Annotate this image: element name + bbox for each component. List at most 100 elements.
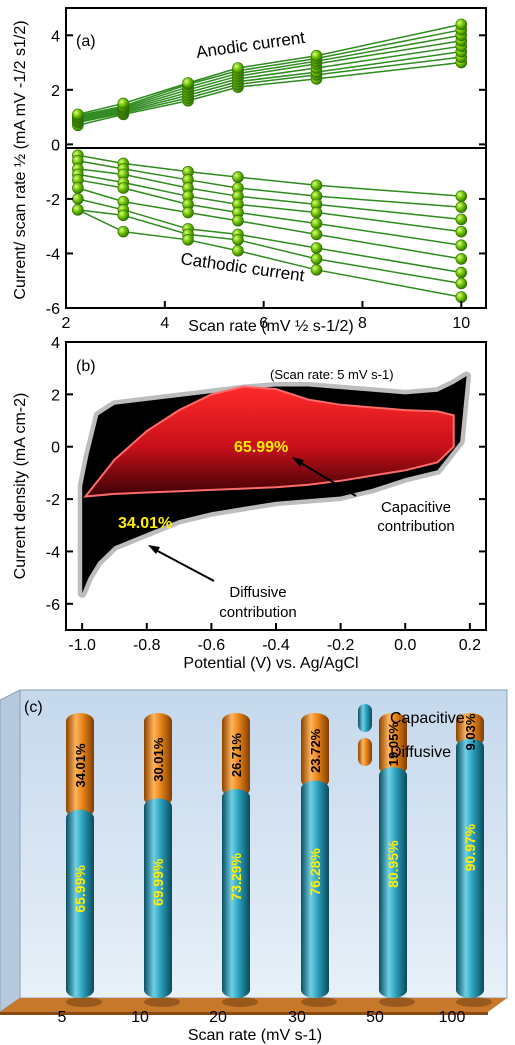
cathodic-point-8-1 <box>117 225 130 238</box>
cathodic-point-8-0 <box>72 204 84 216</box>
legend: Capacitive Diffusive <box>358 704 465 766</box>
capacitive-label-2: contribution <box>377 518 455 535</box>
b-ytick-label-4: -4 <box>46 544 60 561</box>
panel-c-floor-edge <box>0 1012 488 1015</box>
bar-shadow-0 <box>66 997 102 1007</box>
bar-shadow-4 <box>379 997 415 1007</box>
cathodic-series-line-0 <box>77 154 462 197</box>
panel-a-ticks: 2 4 6 8 10 4 2 0 -2 -4 -6 <box>46 28 486 332</box>
a-ytick-label-0: 4 <box>51 28 60 45</box>
panel-b-ylabel: Current density (mA cm-2) <box>12 393 29 580</box>
cathodic-point-2-5 <box>455 213 468 226</box>
diffusive-label-0: 34.01% <box>73 743 88 788</box>
cathodic-point-7-3 <box>232 234 244 246</box>
panel-b-ticks: -1.0 -0.8 -0.6 -0.4 -0.2 0.0 0.2 4 2 0 -2 -4 -6 <box>46 335 486 654</box>
anodic-series-line-0 <box>77 61 462 127</box>
capacitive-label-5: 90.97% <box>462 823 478 871</box>
cathodic-point-6-0 <box>72 193 84 205</box>
panel-b-xlabel: Potential (V) vs. Ag/AgCl <box>183 655 358 672</box>
cathodic-point-4-4 <box>310 217 323 230</box>
cathodic-point-8-5 <box>455 291 468 303</box>
diffusive-percent: 34.01% <box>118 515 172 532</box>
cathodic-point-5-2 <box>182 206 194 219</box>
cathodic-point-8-2 <box>182 234 194 246</box>
anodic-point-7-5 <box>455 18 468 31</box>
cathodic-series-line-2 <box>77 168 462 221</box>
a-ytick-label-5: -6 <box>46 301 60 318</box>
cathodic-point-6-5 <box>455 266 468 279</box>
cathodic-series-line-6 <box>77 198 462 274</box>
b-xtick-label-2: -0.6 <box>198 637 226 654</box>
cathodic-series-line-5 <box>77 187 462 260</box>
panel-b-label: (b) <box>76 358 96 375</box>
panel-a-frame <box>65 7 487 309</box>
anodic-point-7-2 <box>182 77 194 89</box>
panel-c-label: (c) <box>24 699 43 716</box>
anodic-series-line-4 <box>77 39 462 120</box>
a-xtick-label-0: 2 <box>62 315 71 332</box>
b-ytick-label-2: 0 <box>51 440 60 457</box>
a-xtick-label-4: 10 <box>452 315 470 332</box>
a-ytick-label-4: -4 <box>46 246 60 263</box>
cathodic-point-5-0 <box>72 182 84 194</box>
cathodic-series-line-4 <box>77 179 462 247</box>
anodic-series-line-1 <box>77 56 462 124</box>
a-ytick-label-2: 0 <box>51 137 60 154</box>
c-xtick-label-5: 100 <box>439 1009 466 1026</box>
cathodic-point-4-1 <box>117 182 130 194</box>
a-xtick-label-1: 4 <box>160 315 169 332</box>
panel-c: 65.99% 34.01% 69.99% 30.01% 73.29% 26.71% 76.2… <box>0 689 508 1044</box>
diffusive-label-1: Diffusive <box>229 584 286 601</box>
c-xtick-label-4: 50 <box>366 1009 384 1026</box>
diffusive-label-2: contribution <box>219 604 297 621</box>
cathodic-point-5-4 <box>310 228 323 241</box>
panel-a-lines <box>77 23 462 298</box>
cathodic-point-5-3 <box>232 214 244 227</box>
panel-a-ylabel: Current/ scan rate ½ (mA mV -1/2 s1/2) <box>12 20 29 299</box>
diffusive-arrowhead <box>148 545 160 554</box>
legend-diffusive-label: Diffusive <box>390 744 451 761</box>
cathodic-point-4-5 <box>455 239 468 252</box>
diffusive-bar-1 <box>144 713 172 807</box>
capacitive-bar-1 <box>144 798 172 998</box>
diffusive-bar-2 <box>222 713 250 798</box>
diffusive-label-3: 23.72% <box>308 728 323 773</box>
legend-capacitive-label: Capacitive <box>390 710 465 727</box>
capacitive-label-4: 80.95% <box>385 840 401 888</box>
c-xtick-label-2: 20 <box>209 1009 227 1026</box>
cathodic-point-3-4 <box>310 206 323 219</box>
panel-c-bars: 65.99% 34.01% 69.99% 30.01% 73.29% 26.71% 76.2… <box>66 713 492 1007</box>
cathodic-point-0-4 <box>310 179 323 192</box>
diffusive-label-1: 30.01% <box>151 737 166 782</box>
cathodic-series-line-1 <box>77 159 462 208</box>
cathodic-point-5-5 <box>455 253 468 265</box>
legend-diffusive-swatch <box>358 738 372 766</box>
b-xtick-label-5: 0.0 <box>394 637 416 654</box>
capacitive-label-2: 73.29% <box>228 853 244 901</box>
cathodic-point-6-4 <box>310 242 323 254</box>
diffusive-label-5: 9.03% <box>463 713 478 750</box>
capacitive-label-0: 65.99% <box>72 865 88 913</box>
panel-a-xlabel: Scan rate (mV ½ s-1/2) <box>188 318 353 335</box>
capacitive-bar-0 <box>66 809 94 998</box>
scan-rate-note: (Scan rate: 5 mV s-1) <box>270 367 394 382</box>
b-ytick-label-5: -6 <box>46 597 60 614</box>
cathodic-series-line-7 <box>77 209 462 285</box>
panel-a-label: (a) <box>76 33 96 50</box>
cathodic-point-8-4 <box>310 264 323 276</box>
b-xtick-label-6: 0.2 <box>459 637 481 654</box>
anodic-series-line-6 <box>77 29 462 117</box>
cathodic-series-line-8 <box>77 209 462 298</box>
cathodic-point-0-5 <box>455 190 468 202</box>
cathodic-point-8-3 <box>232 244 244 257</box>
b-ytick-label-3: -2 <box>46 492 60 509</box>
diffusive-arrow <box>151 547 215 582</box>
c-xtick-label-1: 10 <box>131 1009 149 1026</box>
capacitive-arrow <box>295 459 357 497</box>
panel-c-side-wall <box>0 689 21 1013</box>
c-xtick-label-3: 30 <box>288 1009 306 1026</box>
a-xtick-label-2: 6 <box>259 315 268 332</box>
b-xtick-label-3: -0.4 <box>262 637 290 654</box>
cathodic-point-7-5 <box>455 277 468 290</box>
